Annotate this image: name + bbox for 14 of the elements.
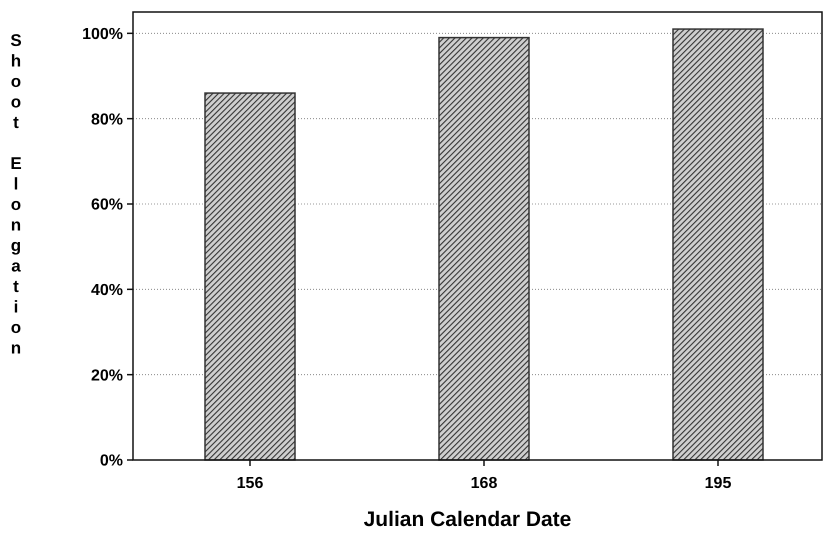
y-tick-label: 60%	[90, 196, 123, 214]
text: Shoot Elongation	[10, 31, 22, 358]
y-tick-label: 100%	[82, 26, 123, 43]
y-tick-label: 40%	[90, 282, 123, 299]
bar	[204, 92, 296, 461]
y-tick-label: 0%	[100, 452, 123, 470]
y-tick-label: 80%	[90, 111, 123, 128]
x-axis-title: Julian Calendar Date	[364, 508, 572, 531]
y-tick-label: 20%	[90, 367, 123, 384]
x-tick-label: 195	[704, 475, 732, 492]
bar	[438, 36, 530, 461]
x-tick-label: 156	[236, 475, 264, 492]
bar	[672, 28, 764, 461]
x-tick-label: 168	[470, 475, 498, 492]
